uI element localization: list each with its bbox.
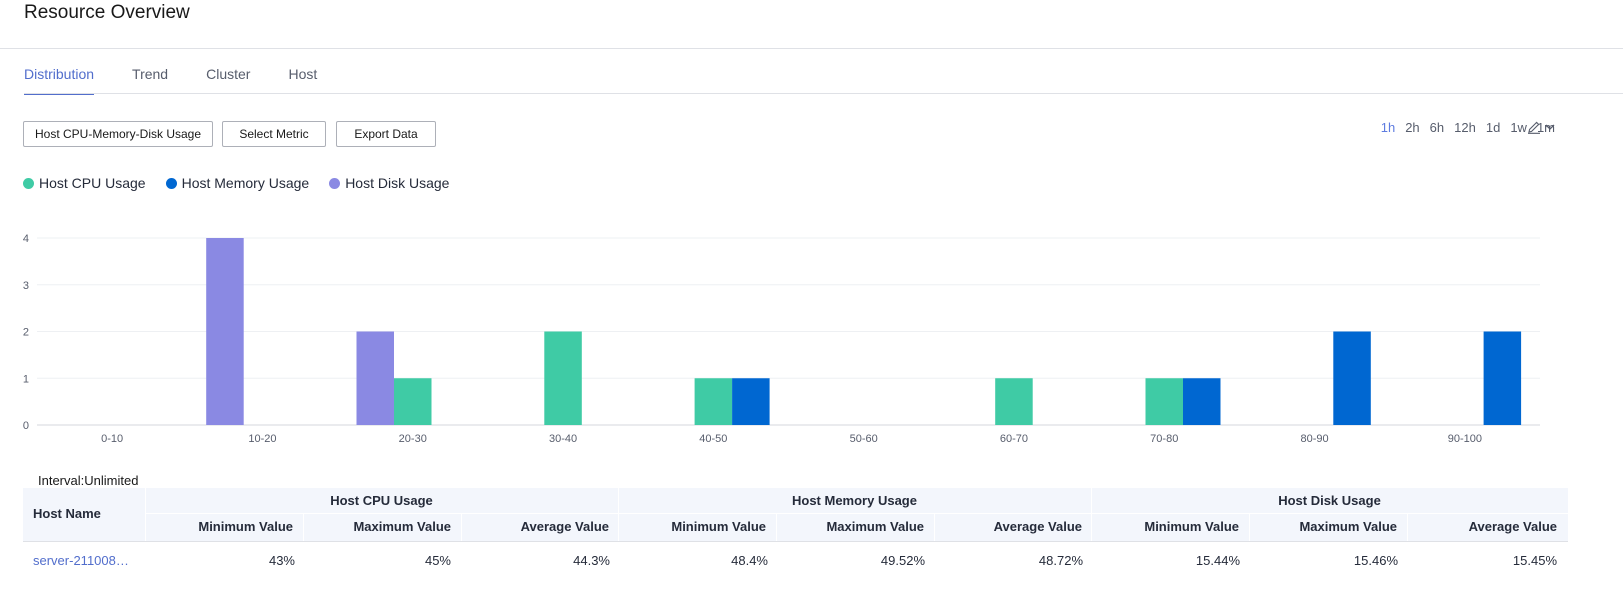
select-metric-button[interactable]: Select Metric [222,121,326,147]
bar-host-memory-usage[interactable] [1333,331,1371,426]
header-divider [461,513,462,541]
export-data-button[interactable]: Export Data [336,121,436,147]
disk-min-value: 15.44% [1195,553,1240,568]
tab-trend[interactable]: Trend [132,66,169,82]
cpu-max-header: Maximum Value [353,519,451,534]
disk-max-header: Maximum Value [1299,519,1397,534]
tab-bar: Distribution Trend Cluster Host [24,66,355,95]
cpu-min-header: Minimum Value [198,519,293,534]
range-1w[interactable]: 1w [1510,120,1527,135]
cpu-avg-value: 44.3% [573,553,610,568]
range-1h[interactable]: 1h [1380,120,1396,135]
disk-usage-group-header: Host Disk Usage [1278,493,1381,508]
y-tick-label: 3 [23,280,29,292]
cpu-max-value: 45% [424,553,451,568]
x-tick-label: 80-90 [1300,433,1328,445]
disk-avg-value: 15.45% [1512,553,1557,568]
memory-usage-group-header: Host Memory Usage [792,493,917,508]
memory-avg-header: Average Value [993,519,1082,534]
chevron-down-icon[interactable] [1544,120,1556,134]
memory-avg-value: 48.72% [1038,553,1083,568]
x-tick-label: 0-10 [101,433,123,445]
memory-min-value: 48.4% [731,553,768,568]
distribution-bar-chart: 0 1 2 3 4 0-10 10-20 20-30 30-40 40-50 50-60 60-70 7… [23,233,1540,445]
time-range-selector: 1h 2h 6h 12h 1d 1w 1m [1371,120,1555,135]
bar-host-cpu-usage[interactable] [995,378,1033,425]
legend-item-cpu[interactable]: Host CPU Usage [23,175,146,191]
interval-label: Interval:Unlimited [38,473,139,488]
x-tick-label: 60-70 [1000,433,1028,445]
bar-host-memory-usage[interactable] [1183,378,1221,425]
x-tick-label: 30-40 [549,433,577,445]
x-tick-label: 40-50 [699,433,727,445]
header-divider [303,513,304,541]
table-header: Host Name Host CPU Usage Host Memory Usa… [23,488,1568,541]
memory-min-header: Minimum Value [671,519,766,534]
memory-max-header: Maximum Value [826,519,924,534]
y-tick-label: 2 [23,327,29,339]
bar-host-disk-usage[interactable] [206,238,244,425]
range-1d[interactable]: 1d [1485,120,1501,135]
x-tick-label: 50-60 [850,433,878,445]
cpu-usage-group-header: Host CPU Usage [330,493,433,508]
y-tick-label: 0 [23,420,29,432]
memory-legend-swatch [165,177,177,189]
host-name-header: Host Name [33,506,101,521]
range-6h[interactable]: 6h [1429,120,1445,135]
legend-label-disk: Host Disk Usage [345,175,450,191]
legend-item-memory[interactable]: Host Memory Usage [165,175,310,191]
disk-max-value: 15.46% [1353,553,1398,568]
bar-host-cpu-usage[interactable] [1145,378,1184,425]
header-divider [145,513,1568,514]
header-divider [0,48,1623,49]
y-tick-label: 4 [23,233,29,245]
memory-max-value: 49.52% [880,553,925,568]
disk-legend-swatch [329,177,341,189]
x-tick-label: 90-100 [1448,433,1482,445]
disk-min-header: Minimum Value [1144,519,1239,534]
bar-host-disk-usage[interactable] [356,331,395,426]
header-divider [618,488,619,541]
cpu-avg-header: Average Value [520,519,609,534]
bar-host-cpu-usage[interactable] [694,378,733,425]
y-tick-label: 1 [23,373,29,385]
disk-avg-header: Average Value [1468,519,1557,534]
tab-distribution[interactable]: Distribution [24,66,95,95]
x-tick-label: 70-80 [1150,433,1178,445]
header-divider [776,513,777,541]
host-name-link[interactable]: server-211008… [33,553,129,568]
legend-label-memory: Host Memory Usage [181,175,310,191]
range-2h[interactable]: 2h [1405,120,1420,135]
bar-host-memory-usage[interactable] [732,378,770,425]
legend-label-cpu: Host CPU Usage [39,175,146,191]
tab-divider [24,93,1623,94]
cpu-min-value: 43% [268,553,295,568]
bar-host-memory-usage[interactable] [1483,331,1522,426]
tab-cluster[interactable]: Cluster [206,66,251,82]
header-divider [1091,488,1092,541]
tab-host[interactable]: Host [288,66,318,82]
header-divider [934,513,935,541]
header-divider [1407,513,1408,541]
metric-select[interactable]: Host CPU-Memory-Disk Usage [23,121,213,147]
page-title: Resource Overview [24,2,190,23]
range-1m[interactable]: 1m [1536,120,1555,135]
x-tick-label: 10-20 [248,433,276,445]
table-row: server-211008… 43% 45% 44.3% 48.4% 49.52… [23,541,1568,576]
header-divider [145,488,146,541]
bar-host-cpu-usage[interactable] [544,331,582,426]
range-12h[interactable]: 12h [1454,120,1476,135]
pencil-icon[interactable] [1527,120,1541,134]
x-tick-label: 20-30 [399,433,427,445]
bar-host-cpu-usage[interactable] [394,378,432,425]
chart-legend: Host CPU Usage Host Memory Usage Host Di… [23,175,469,191]
custom-range-control[interactable] [1527,120,1556,134]
cpu-legend-swatch [23,177,34,189]
header-divider [1249,513,1250,541]
legend-item-disk[interactable]: Host Disk Usage [329,175,449,191]
